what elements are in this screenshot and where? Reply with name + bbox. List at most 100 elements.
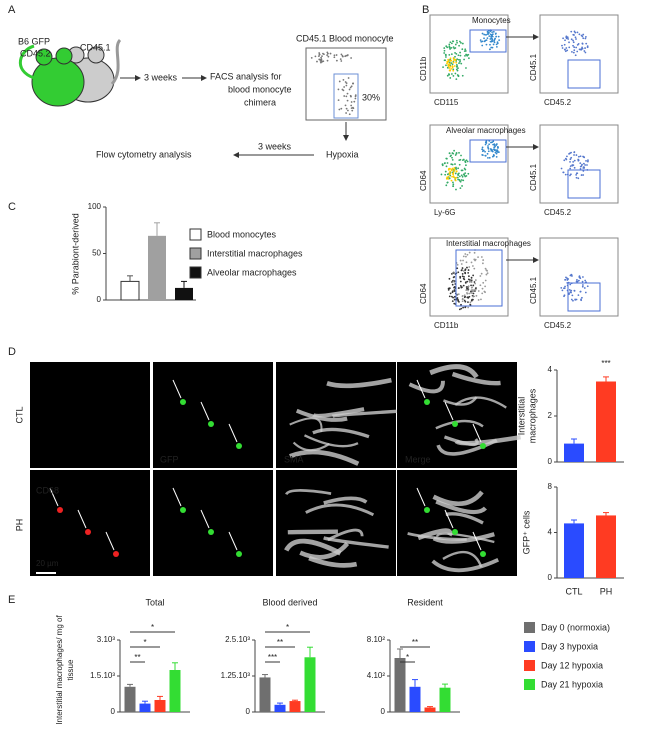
cell-dot	[473, 281, 476, 283]
facs-plot	[429, 14, 509, 94]
cell-dot	[455, 39, 458, 42]
cell-dot	[459, 180, 462, 183]
cell-dot	[573, 159, 576, 162]
pointer-arrow	[172, 379, 182, 399]
axis-label: CD64	[419, 170, 428, 191]
cell-dot	[483, 33, 486, 36]
cell-dot	[468, 280, 471, 283]
axis-label: CD45.2	[544, 321, 572, 330]
cell-dot	[566, 155, 568, 158]
cell-dot	[569, 167, 572, 170]
cell-dot	[448, 177, 451, 180]
cell-dot	[449, 48, 451, 50]
cell-dot	[447, 64, 450, 67]
cell-dot	[484, 285, 487, 288]
cell-dot	[581, 285, 584, 288]
cell-dot	[569, 165, 572, 168]
cell-dot	[560, 286, 563, 289]
y-tick-label: 4	[548, 365, 553, 374]
cell-dot	[570, 289, 573, 292]
cell-dot	[483, 40, 486, 43]
cell-dot	[466, 160, 469, 163]
gate-percent: 30%	[362, 92, 380, 102]
step: Flow cytometry analysis	[96, 149, 192, 159]
bar	[596, 515, 616, 578]
legend-label: Day 0 (normoxia)	[541, 622, 610, 632]
cell-dot	[457, 174, 460, 177]
axis-label: CD115	[434, 98, 459, 107]
cell-dot	[464, 269, 467, 272]
cell-dot	[450, 168, 453, 171]
cell-dot	[569, 158, 572, 161]
gate	[567, 59, 601, 89]
cell-dot	[569, 283, 572, 286]
tissue-signal	[454, 434, 521, 446]
tissue-signal	[327, 528, 364, 542]
cell-dot	[461, 273, 464, 275]
channel-label: GFP	[160, 454, 179, 464]
cell-dot	[572, 299, 574, 302]
cell-dot	[561, 289, 564, 292]
cell-dot	[485, 43, 488, 46]
cell-dot	[450, 46, 453, 49]
tissue-signal	[285, 489, 332, 496]
cell-signal	[180, 399, 186, 405]
cell-dot	[345, 82, 348, 85]
cell-dot	[581, 42, 584, 45]
cell-dot	[471, 286, 474, 289]
cell-dot	[579, 155, 582, 158]
cell-dot	[452, 296, 455, 299]
cell-dot	[485, 142, 488, 144]
significance: *	[286, 623, 289, 632]
cell-dot	[570, 30, 573, 33]
facs-plot	[539, 124, 619, 204]
tissue-signal	[299, 541, 350, 560]
cell-dot	[466, 280, 469, 283]
cell-dot	[454, 163, 456, 165]
chart-title: Resident	[407, 597, 443, 607]
significance: **	[412, 638, 418, 647]
cell-dot	[459, 60, 461, 63]
cell-dot	[496, 42, 499, 45]
axis-label: CD45.2	[544, 98, 572, 107]
cell-dot	[492, 140, 495, 143]
gate	[333, 73, 359, 119]
tissue-signal	[305, 503, 375, 517]
tissue-signal	[454, 396, 507, 409]
cell-dot	[492, 43, 495, 46]
cell-dot	[453, 167, 456, 169]
y-tick-label: 0	[246, 707, 251, 716]
cell-dot	[327, 55, 330, 58]
cell-dot	[577, 177, 580, 180]
cell-dot	[479, 39, 482, 41]
cell-dot	[577, 155, 580, 158]
cell-dot	[481, 153, 484, 156]
cell-dot	[569, 291, 572, 294]
tissue-signal	[303, 434, 359, 448]
cell-dot	[573, 46, 576, 49]
cell-dot	[452, 173, 455, 176]
cell-dot	[563, 43, 566, 46]
cell-dot	[581, 163, 583, 166]
legend-swatch	[524, 679, 535, 690]
cell-dot	[472, 295, 474, 298]
cell-dot	[326, 51, 329, 54]
cell-dot	[480, 298, 482, 301]
axis-label: CD11b	[434, 321, 459, 330]
cell-dot	[566, 277, 569, 280]
cell-dot	[449, 292, 452, 295]
cell-dot	[568, 41, 570, 44]
cell-dot	[473, 267, 476, 270]
bar	[394, 658, 406, 712]
cell-dot	[472, 298, 474, 301]
cell-dot	[350, 85, 353, 88]
cell-dot	[571, 294, 574, 297]
tissue-signal	[326, 377, 392, 389]
cell-dot	[343, 86, 346, 88]
cell-dot	[451, 300, 454, 303]
cell-dot	[473, 258, 476, 261]
cell-dot	[451, 163, 454, 166]
cell-dot	[481, 40, 484, 43]
cell-dot	[457, 67, 459, 70]
cell-dot	[345, 107, 348, 110]
